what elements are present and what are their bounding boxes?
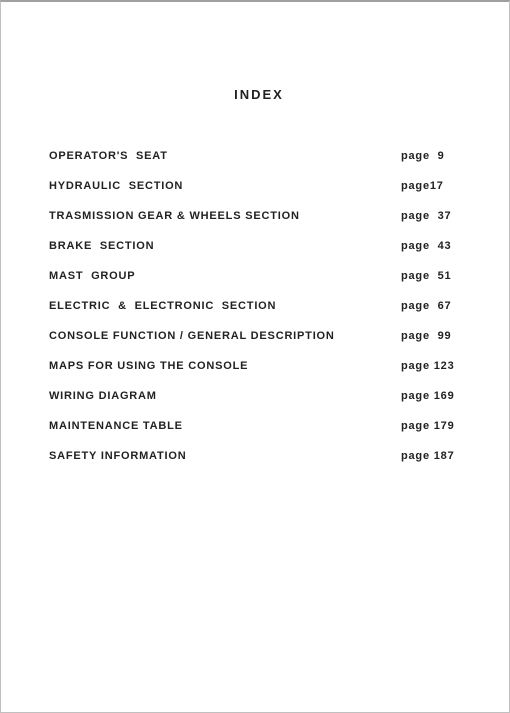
toc-page: page 123	[401, 360, 469, 372]
toc-page: page 51	[401, 270, 469, 282]
toc-page: page 187	[401, 450, 469, 462]
toc-page: page17	[401, 180, 469, 192]
toc-label: CONSOLE FUNCTION / GENERAL DESCRIPTION	[49, 330, 335, 342]
toc-label: BRAKE SECTION	[49, 240, 154, 252]
document-page: INDEX OPERATOR'S SEAT page 9 HYDRAULIC S…	[1, 2, 509, 520]
toc-entry: MAST GROUP page 51	[49, 270, 469, 282]
toc-entry: OPERATOR'S SEAT page 9	[49, 150, 469, 162]
toc-entry: BRAKE SECTION page 43	[49, 240, 469, 252]
toc-entry: ELECTRIC & ELECTRONIC SECTION page 67	[49, 300, 469, 312]
toc-page: page 43	[401, 240, 469, 252]
toc-entry: WIRING DIAGRAM page 169	[49, 390, 469, 402]
toc-page: page 99	[401, 330, 469, 342]
toc-page: page 179	[401, 420, 469, 432]
toc-label: WIRING DIAGRAM	[49, 390, 157, 402]
toc-entry: CONSOLE FUNCTION / GENERAL DESCRIPTION p…	[49, 330, 469, 342]
toc-page: page 67	[401, 300, 469, 312]
index-heading: INDEX	[109, 87, 409, 102]
toc-page: page 37	[401, 210, 469, 222]
toc-entry: MAPS FOR USING THE CONSOLE page 123	[49, 360, 469, 372]
toc-label: MAST GROUP	[49, 270, 135, 282]
toc-label: ELECTRIC & ELECTRONIC SECTION	[49, 300, 276, 312]
toc-entry: MAINTENANCE TABLE page 179	[49, 420, 469, 432]
toc-page: page 169	[401, 390, 469, 402]
toc-entry: TRASMISSION GEAR & WHEELS SECTION page 3…	[49, 210, 469, 222]
toc-entry: HYDRAULIC SECTION page17	[49, 180, 469, 192]
toc-entry: SAFETY INFORMATION page 187	[49, 450, 469, 462]
toc-label: TRASMISSION GEAR & WHEELS SECTION	[49, 210, 300, 222]
toc-label: MAPS FOR USING THE CONSOLE	[49, 360, 248, 372]
toc-label: HYDRAULIC SECTION	[49, 180, 183, 192]
toc-label: SAFETY INFORMATION	[49, 450, 186, 462]
toc-page: page 9	[401, 150, 469, 162]
toc-label: OPERATOR'S SEAT	[49, 150, 168, 162]
table-of-contents: OPERATOR'S SEAT page 9 HYDRAULIC SECTION…	[49, 150, 469, 462]
toc-label: MAINTENANCE TABLE	[49, 420, 183, 432]
